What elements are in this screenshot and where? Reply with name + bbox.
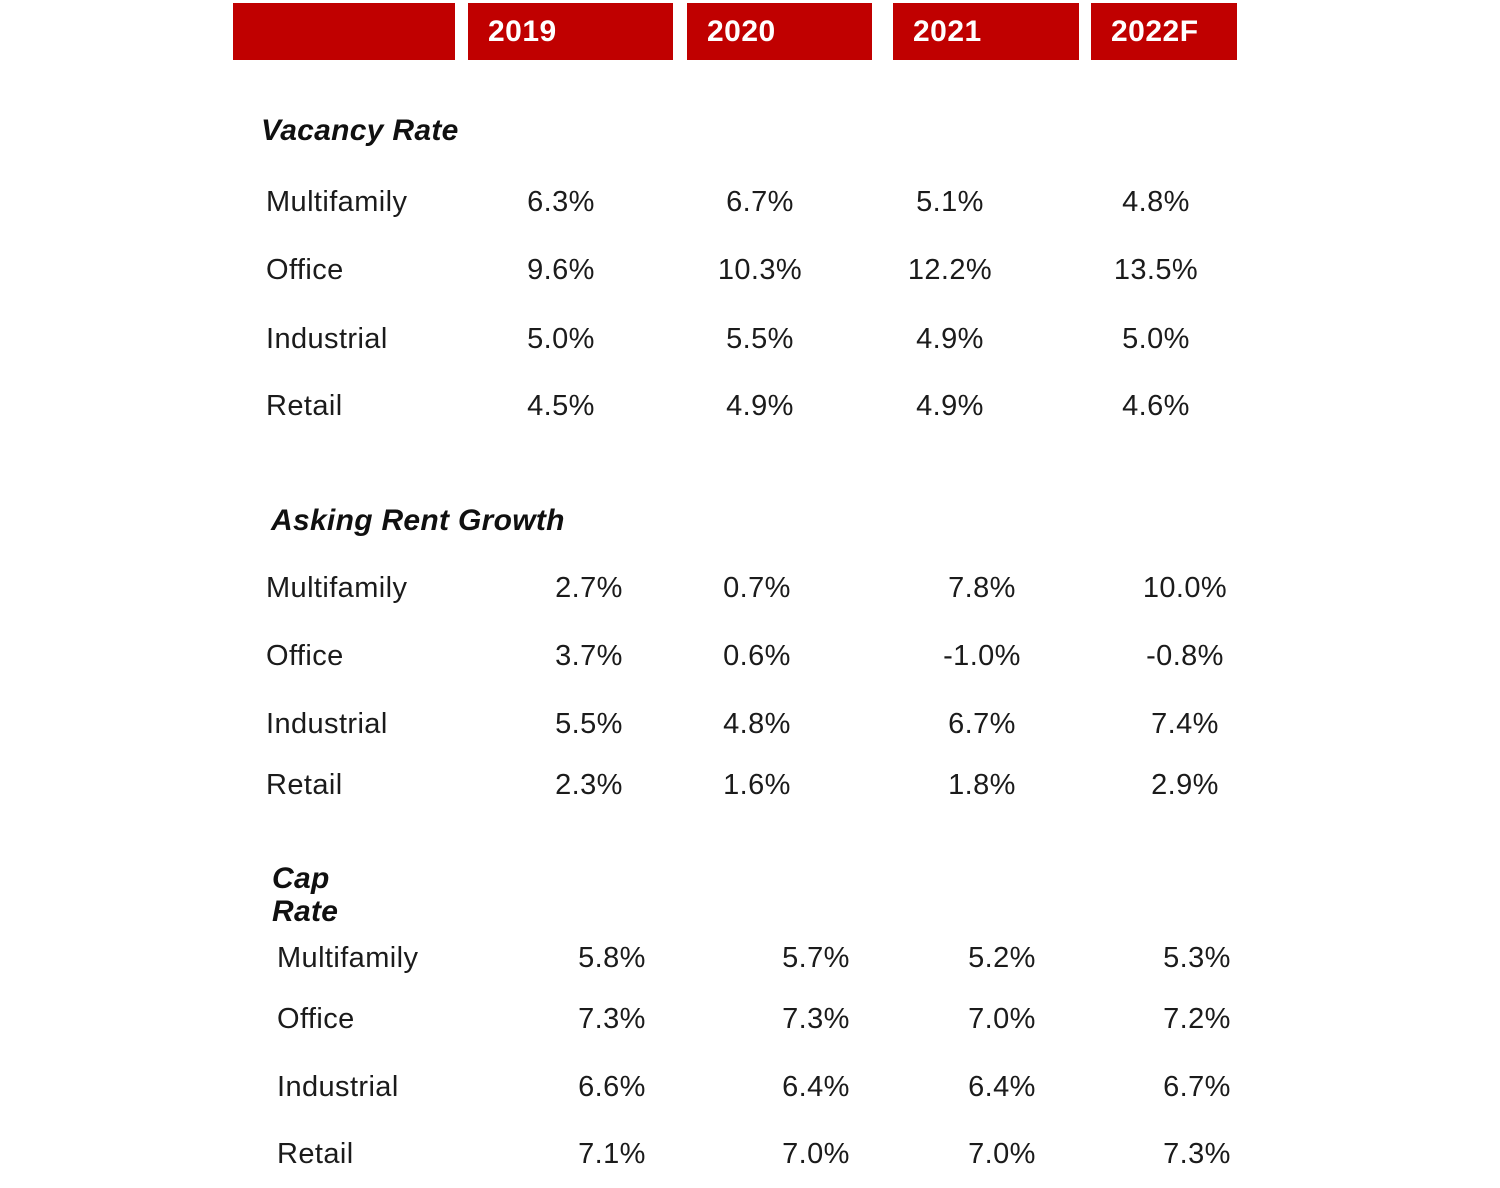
row-label: Retail	[266, 390, 343, 422]
value-cell: 2.7%	[555, 572, 623, 604]
value-cell: 5.2%	[968, 942, 1036, 974]
table-row: Office 9.6% 10.3% 12.2% 13.5%	[0, 253, 1500, 287]
row-label: Retail	[266, 769, 343, 801]
value-cell: 7.0%	[968, 1003, 1036, 1035]
value-cell: 4.6%	[1122, 390, 1190, 422]
value-cell: 13.5%	[1113, 254, 1199, 286]
value-cell: 3.7%	[555, 640, 623, 672]
value-cell: 5.5%	[555, 708, 623, 740]
row-label: Retail	[277, 1138, 354, 1170]
table-row: Retail 4.5% 4.9% 4.9% 4.6%	[0, 389, 1500, 423]
value-cell: -0.8%	[1146, 640, 1224, 672]
value-cell: -1.0%	[943, 640, 1021, 672]
row-label: Office	[266, 640, 344, 672]
value-cell: 5.0%	[527, 323, 595, 355]
table-row: Office 3.7% 0.6% -1.0% -0.8%	[0, 639, 1500, 673]
value-cell: 4.9%	[916, 390, 984, 422]
header-cell-blank	[233, 3, 455, 60]
value-cell: 7.3%	[1163, 1138, 1231, 1170]
value-cell: 4.8%	[723, 708, 791, 740]
value-cell: 7.0%	[782, 1138, 850, 1170]
row-label: Multifamily	[266, 572, 408, 604]
row-label: Industrial	[277, 1071, 399, 1103]
row-label: Industrial	[266, 708, 388, 740]
table-row: Multifamily 6.3% 6.7% 5.1% 4.8%	[0, 185, 1500, 219]
value-cell: 7.3%	[782, 1003, 850, 1035]
row-label: Multifamily	[266, 186, 408, 218]
value-cell: 1.6%	[723, 769, 791, 801]
value-cell: 4.9%	[726, 390, 794, 422]
value-cell: 10.3%	[717, 254, 803, 286]
value-cell: 5.1%	[916, 186, 984, 218]
value-cell: 7.2%	[1163, 1003, 1231, 1035]
value-cell: 7.3%	[578, 1003, 646, 1035]
header-cell-2022f: 2022F	[1091, 3, 1237, 60]
header-cell-2019: 2019	[468, 3, 673, 60]
table-row: Industrial 5.5% 4.8% 6.7% 7.4%	[0, 707, 1500, 741]
value-cell: 5.7%	[782, 942, 850, 974]
value-cell: 10.0%	[1142, 572, 1228, 604]
value-cell: 6.4%	[782, 1071, 850, 1103]
header-cell-2021: 2021	[893, 3, 1079, 60]
value-cell: 6.7%	[726, 186, 794, 218]
value-cell: 7.1%	[578, 1138, 646, 1170]
value-cell: 5.3%	[1163, 942, 1231, 974]
value-cell: 0.7%	[723, 572, 791, 604]
table-row: Office 7.3% 7.3% 7.0% 7.2%	[0, 1002, 1500, 1036]
value-cell: 2.9%	[1151, 769, 1219, 801]
table-row: Industrial 6.6% 6.4% 6.4% 6.7%	[0, 1070, 1500, 1104]
value-cell: 6.6%	[578, 1071, 646, 1103]
table-row: Multifamily 5.8% 5.7% 5.2% 5.3%	[0, 941, 1500, 975]
value-cell: 5.0%	[1122, 323, 1190, 355]
value-cell: 7.4%	[1151, 708, 1219, 740]
value-cell: 6.4%	[968, 1071, 1036, 1103]
table-row: Retail 7.1% 7.0% 7.0% 7.3%	[0, 1137, 1500, 1171]
section-title: Asking Rent Growth	[271, 504, 565, 537]
value-cell: 4.5%	[527, 390, 595, 422]
table-row: Retail 2.3% 1.6% 1.8% 2.9%	[0, 768, 1500, 802]
value-cell: 5.8%	[578, 942, 646, 974]
value-cell: 9.6%	[527, 254, 595, 286]
value-cell: 1.8%	[948, 769, 1016, 801]
value-cell: 7.8%	[948, 572, 1016, 604]
table-row: Multifamily 2.7% 0.7% 7.8% 10.0%	[0, 571, 1500, 605]
row-label: Office	[277, 1003, 355, 1035]
value-cell: 4.9%	[916, 323, 984, 355]
header-cell-2020: 2020	[687, 3, 872, 60]
row-label: Multifamily	[277, 942, 419, 974]
row-label: Industrial	[266, 323, 388, 355]
section-title: Vacancy Rate	[261, 114, 459, 147]
value-cell: 0.6%	[723, 640, 791, 672]
row-label: Office	[266, 254, 344, 286]
value-cell: 4.8%	[1122, 186, 1190, 218]
section-title: Cap Rate	[272, 862, 339, 928]
value-cell: 6.3%	[527, 186, 595, 218]
value-cell: 7.0%	[968, 1138, 1036, 1170]
value-cell: 5.5%	[726, 323, 794, 355]
table-row: Industrial 5.0% 5.5% 4.9% 5.0%	[0, 322, 1500, 356]
value-cell: 2.3%	[555, 769, 623, 801]
value-cell: 6.7%	[1163, 1071, 1231, 1103]
value-cell: 6.7%	[948, 708, 1016, 740]
value-cell: 12.2%	[907, 254, 993, 286]
